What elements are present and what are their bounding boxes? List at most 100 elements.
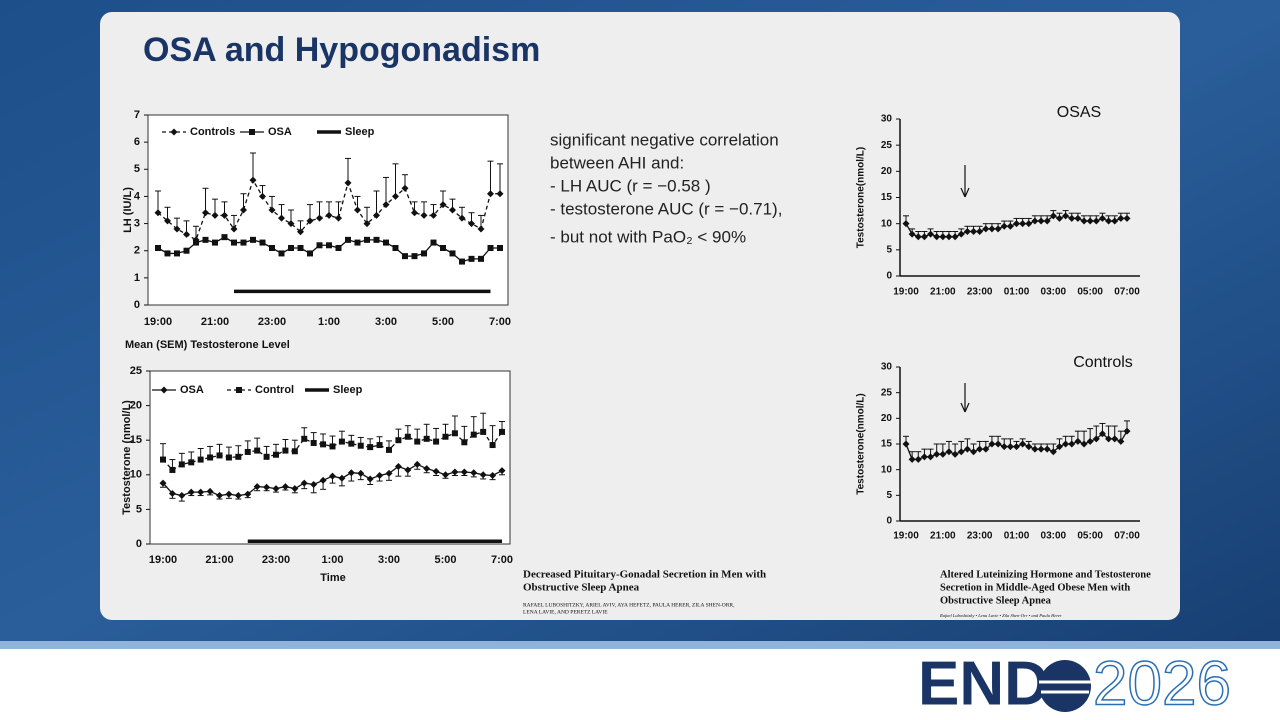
point	[183, 247, 190, 254]
y-tick-label: 0	[886, 516, 892, 527]
point	[272, 485, 280, 493]
x-tick-label: 3:00	[378, 554, 400, 566]
point	[307, 250, 313, 257]
legend-label: OSA	[268, 126, 292, 138]
x-tick-label: 21:00	[205, 554, 233, 566]
point	[306, 217, 314, 225]
point	[244, 490, 252, 498]
point	[1000, 222, 1008, 230]
point	[1031, 217, 1039, 225]
chart-title: OSAS	[1057, 104, 1101, 121]
point	[478, 255, 484, 262]
point	[1068, 440, 1076, 448]
y-tick-label: 0	[136, 538, 142, 550]
point	[338, 438, 345, 445]
point	[244, 448, 251, 455]
bullet: - LH AUC (r = −0.58 )	[550, 176, 711, 195]
x-tick-label: 3:00	[375, 316, 397, 328]
x-tick-label: 19:00	[149, 554, 177, 566]
x-tick-label: 05:00	[1077, 287, 1103, 298]
point	[366, 475, 374, 483]
y-tick-label: 20	[130, 400, 142, 412]
point	[1123, 427, 1131, 435]
point	[367, 444, 374, 451]
point	[1086, 437, 1094, 445]
y-tick-label: 5	[886, 490, 892, 501]
point	[963, 228, 971, 236]
legend-label: Sleep	[333, 384, 363, 396]
point	[433, 438, 440, 445]
x-tick-label: 23:00	[262, 554, 290, 566]
point	[207, 454, 214, 461]
y-tick-label: 10	[881, 464, 893, 475]
point	[316, 214, 323, 222]
point	[1080, 217, 1088, 225]
y-tick-label: 0	[886, 271, 892, 282]
point	[451, 468, 459, 476]
point	[988, 225, 996, 233]
point	[329, 472, 336, 480]
point	[197, 456, 204, 463]
point	[354, 206, 361, 214]
bullet: - testosterone AUC (r = −0.71),	[550, 199, 782, 218]
x-tick-label: 07:00	[1114, 287, 1140, 298]
legend-label: Controls	[190, 126, 235, 138]
x-tick-label: 19:00	[893, 287, 919, 298]
point	[970, 448, 978, 456]
point	[376, 471, 384, 479]
point	[945, 448, 953, 456]
point	[939, 450, 947, 458]
point	[268, 206, 276, 214]
point	[933, 233, 941, 241]
point	[439, 201, 447, 209]
band	[0, 641, 1280, 649]
point	[920, 453, 928, 461]
logo-word: END	[918, 649, 1049, 718]
point	[1098, 214, 1106, 222]
citation-authors: RAFAEL LUBOSHITZKY, ARIEL AVIV, AYA HEFE…	[523, 602, 735, 608]
point	[1043, 217, 1051, 225]
point	[1006, 443, 1014, 451]
point	[376, 442, 383, 449]
point	[1098, 430, 1106, 438]
citation-authors: Rafael Luboshitzky • Lena Lavie • Zila S…	[939, 613, 1062, 618]
y-tick-label: 15	[881, 192, 893, 203]
point	[1049, 448, 1057, 456]
point	[902, 220, 910, 228]
y-tick-label: 25	[881, 140, 893, 151]
point	[269, 245, 275, 251]
point	[442, 433, 449, 440]
bullet: significant negative correlation	[550, 130, 779, 149]
point	[976, 445, 984, 453]
x-tick-label: 5:00	[434, 554, 456, 566]
citations: Decreased Pituitary-Gonadal Secretion in…	[523, 569, 1151, 619]
point	[1086, 217, 1094, 225]
point	[939, 233, 947, 241]
point	[1049, 212, 1057, 220]
y-tick-label: 1	[134, 272, 140, 284]
point	[413, 460, 421, 468]
point	[225, 454, 232, 461]
chart: 0 5 10 15 20 25 19:00 21:00 23:00 1:00 3:00 5:00 7:0…	[121, 339, 513, 584]
point	[1074, 214, 1082, 222]
point	[345, 236, 351, 243]
y-tick-label: 10	[130, 469, 142, 481]
point	[287, 220, 295, 228]
citation-title: Obstructive Sleep Apnea	[940, 595, 1052, 606]
point	[480, 428, 487, 435]
point	[206, 487, 214, 495]
point	[1074, 437, 1082, 445]
point	[344, 179, 352, 187]
point	[202, 236, 209, 243]
point	[497, 245, 503, 251]
point	[411, 253, 418, 260]
point	[335, 245, 342, 251]
citation-title: Altered Luteinizing Hormone and Testoste…	[940, 569, 1151, 580]
x-tick-label: 19:00	[893, 531, 919, 542]
point	[1055, 214, 1063, 222]
citation-title: Obstructive Sleep Apnea	[523, 582, 640, 594]
point	[496, 190, 504, 198]
point	[174, 250, 180, 257]
point	[364, 236, 370, 243]
point	[1105, 217, 1113, 225]
